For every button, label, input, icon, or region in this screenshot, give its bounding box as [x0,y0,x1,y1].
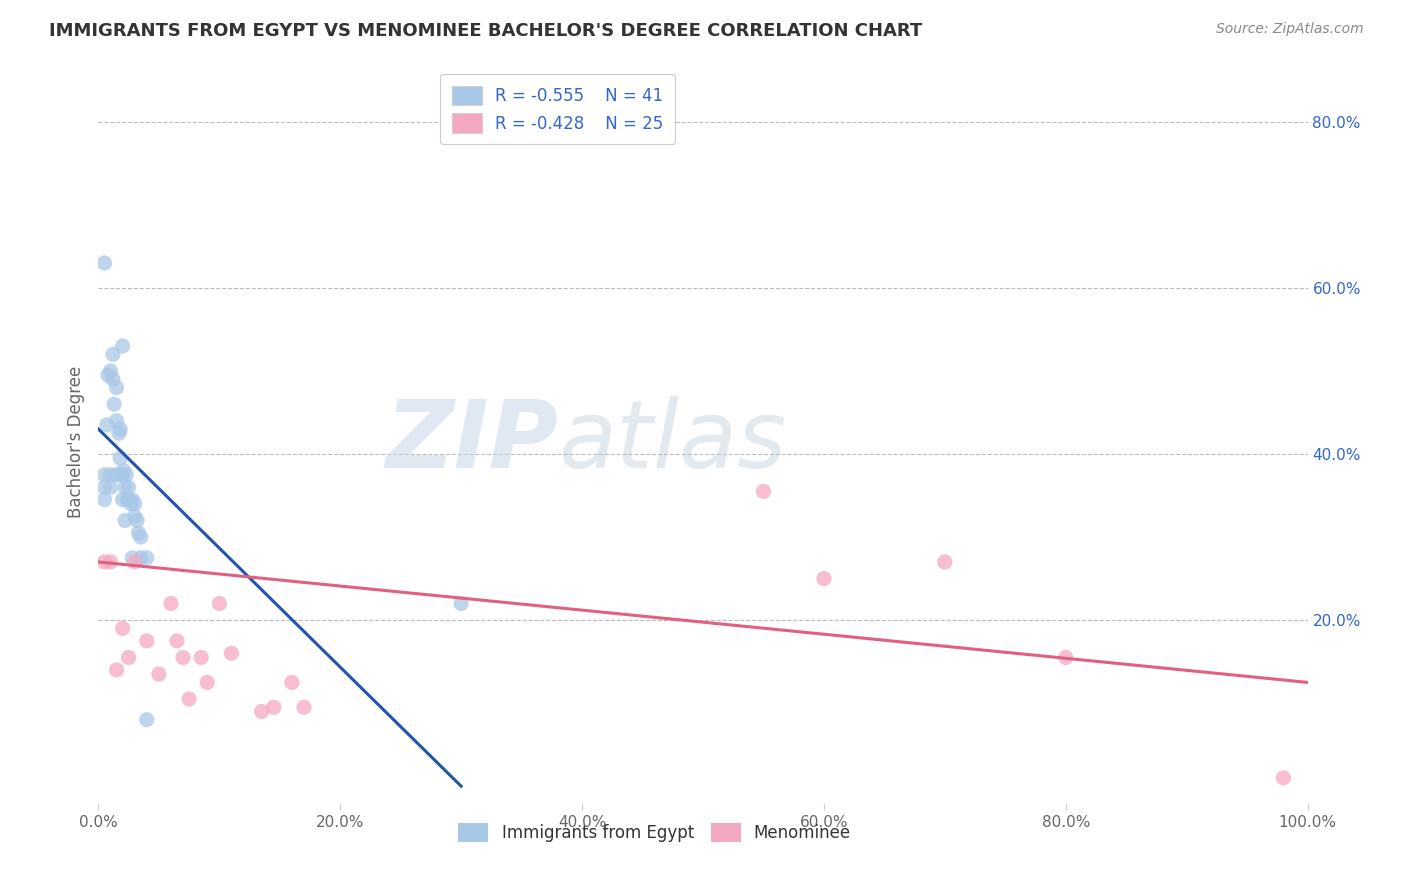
Point [118,492,141,507]
Text: IMMIGRANTS FROM EGYPT VS MENOMINEE BACHELOR'S DEGREE CORRELATION CHART: IMMIGRANTS FROM EGYPT VS MENOMINEE BACHE… [49,22,922,40]
Point [813,572,835,586]
Point [934,555,956,569]
Point [135,713,157,727]
Point [105,380,128,394]
Point [752,484,775,499]
Point [160,597,183,611]
Point [96,417,118,432]
Point [93,555,115,569]
Point [103,397,125,411]
Point [121,492,143,507]
Point [118,650,141,665]
Point [172,650,194,665]
Point [179,692,201,706]
Point [117,492,139,507]
Point [108,426,131,441]
Point [105,663,128,677]
Point [93,492,115,507]
Point [100,480,122,494]
Point [93,480,115,494]
Point [101,372,124,386]
Point [124,497,146,511]
Point [114,480,136,494]
Point [135,550,157,565]
Point [129,550,152,565]
Point [148,667,170,681]
Text: ZIP: ZIP [385,395,558,488]
Point [111,467,134,482]
Point [93,467,115,482]
Point [114,513,136,527]
Point [1054,650,1077,665]
Point [100,555,122,569]
Point [111,492,134,507]
Point [120,497,142,511]
Point [111,621,134,635]
Point [105,414,128,428]
Point [108,451,131,466]
Legend: Immigrants from Egypt, Menominee: Immigrants from Egypt, Menominee [451,816,858,848]
Point [93,256,115,270]
Point [129,530,152,544]
Point [127,513,149,527]
Point [221,646,243,660]
Point [100,364,122,378]
Point [101,347,124,361]
Point [124,509,146,524]
Point [135,633,157,648]
Point [112,464,135,478]
Point [111,339,134,353]
Point [105,467,128,482]
Point [97,368,120,383]
Point [250,705,273,719]
Point [100,467,122,482]
Text: atlas: atlas [558,396,786,487]
Point [127,525,149,540]
Point [281,675,304,690]
Point [166,633,188,648]
Point [1272,771,1295,785]
Point [108,422,131,436]
Point [124,555,146,569]
Point [208,597,231,611]
Point [190,650,212,665]
Point [292,700,315,714]
Point [115,467,138,482]
Y-axis label: Bachelor's Degree: Bachelor's Degree [66,366,84,517]
Point [195,675,218,690]
Point [263,700,285,714]
Point [118,480,141,494]
Text: Source: ZipAtlas.com: Source: ZipAtlas.com [1216,22,1364,37]
Point [450,597,472,611]
Point [110,467,132,482]
Point [121,550,143,565]
